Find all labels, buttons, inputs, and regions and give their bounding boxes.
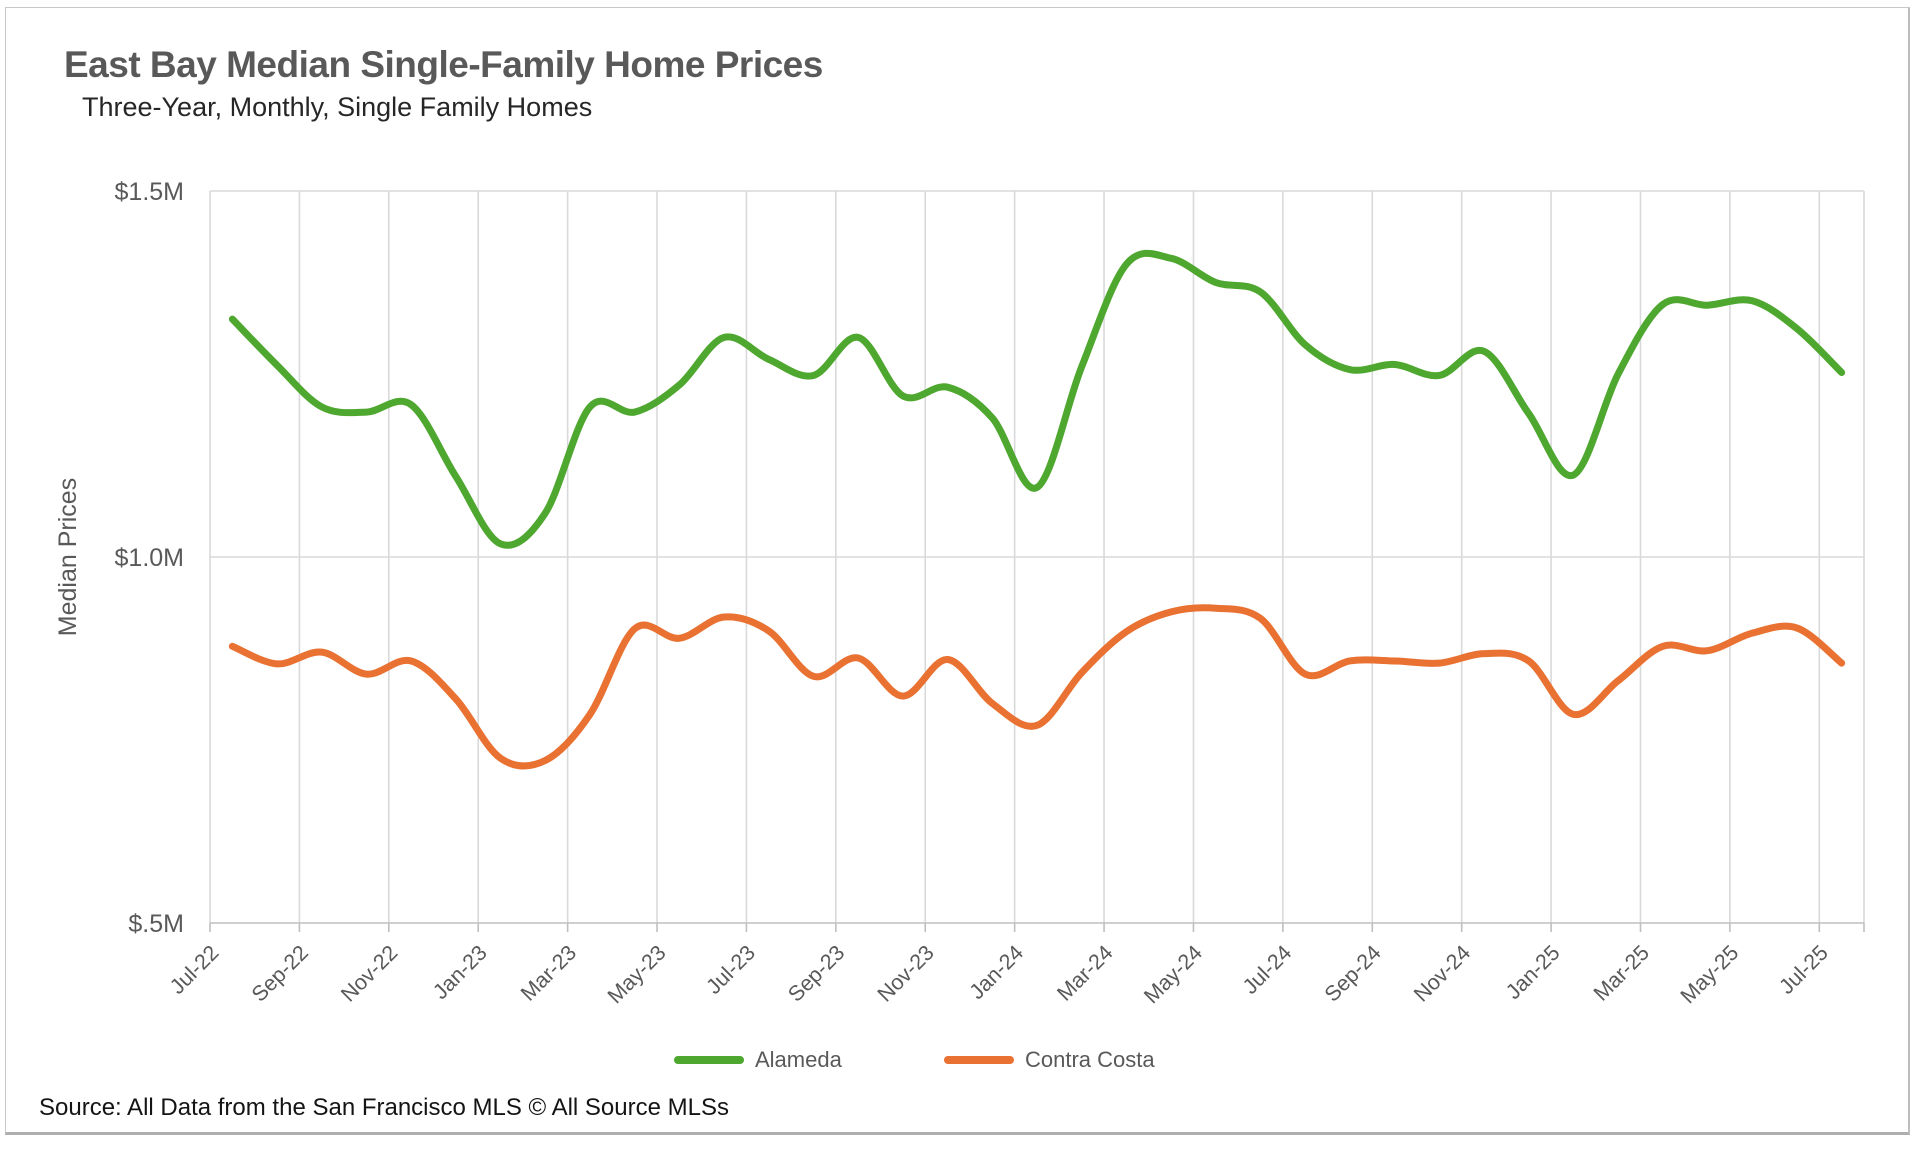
legend-label-alameda: Alameda: [755, 1047, 842, 1072]
x-tick-label: Jan-24: [965, 941, 1028, 1004]
x-tick-label: May-25: [1676, 941, 1744, 1009]
x-tick-label: Jul-24: [1238, 941, 1296, 999]
x-tick-label: Jan-25: [1501, 941, 1564, 1004]
gridlines: [209, 190, 1865, 924]
page-subtitle: Three-Year, Monthly, Single Family Homes: [82, 92, 593, 122]
y-axis-labels: $1.5M $1.0M $.5M: [115, 178, 184, 938]
x-tick-label: Jan-23: [428, 941, 491, 1004]
x-tick-label: Nov-22: [336, 941, 402, 1007]
x-tick-label: Mar-24: [1052, 941, 1117, 1006]
contra-costa-series-line: [228, 604, 1846, 770]
contra-costa-line-swatch: [944, 1056, 1014, 1064]
y-tick-label: $1.0M: [115, 544, 184, 572]
legend-item-contra-costa: Contra Costa: [944, 1047, 1155, 1072]
y-axis-title: Median Prices: [54, 478, 82, 636]
x-tick-label: Mar-25: [1589, 941, 1654, 1006]
x-tick-label: Sep-22: [247, 941, 313, 1007]
x-tick-label: May-24: [1139, 941, 1207, 1009]
legend-item-alameda: Alameda: [674, 1047, 842, 1072]
x-tick-label: May-23: [603, 941, 671, 1009]
x-tick-label: Sep-24: [1320, 941, 1386, 1007]
x-tick-label: Mar-23: [516, 941, 581, 1006]
alameda-series-line: [228, 249, 1846, 549]
x-tick-label: Nov-24: [1409, 941, 1475, 1007]
x-tick-label: Jul-22: [165, 941, 223, 999]
page-title: East Bay Median Single-Family Home Price…: [64, 44, 823, 85]
y-tick-label: $1.5M: [115, 178, 184, 206]
x-tick-label: Nov-23: [873, 941, 939, 1007]
legend-label-contra-costa: Contra Costa: [1025, 1047, 1155, 1072]
x-tick-label: Sep-23: [783, 941, 849, 1007]
source-note: Source: All Data from the San Francisco …: [39, 1094, 729, 1121]
x-tick-label: Jul-23: [702, 941, 760, 999]
y-tick-label: $.5M: [128, 910, 184, 938]
line-chart: $1.5M $1.0M $.5M Median Prices Jul-22 Sep-22 N…: [54, 178, 1865, 1009]
chart-card: East Bay Median Single-Family Home Price…: [5, 7, 1910, 1135]
alameda-line-swatch: [674, 1056, 744, 1064]
x-tick-label: Jul-25: [1774, 941, 1832, 999]
x-axis-labels: Jul-22 Sep-22 Nov-22 Jan-23 Mar-23 May-23 Jul-…: [165, 941, 1833, 1009]
x-axis-ticks: [209, 923, 1865, 932]
